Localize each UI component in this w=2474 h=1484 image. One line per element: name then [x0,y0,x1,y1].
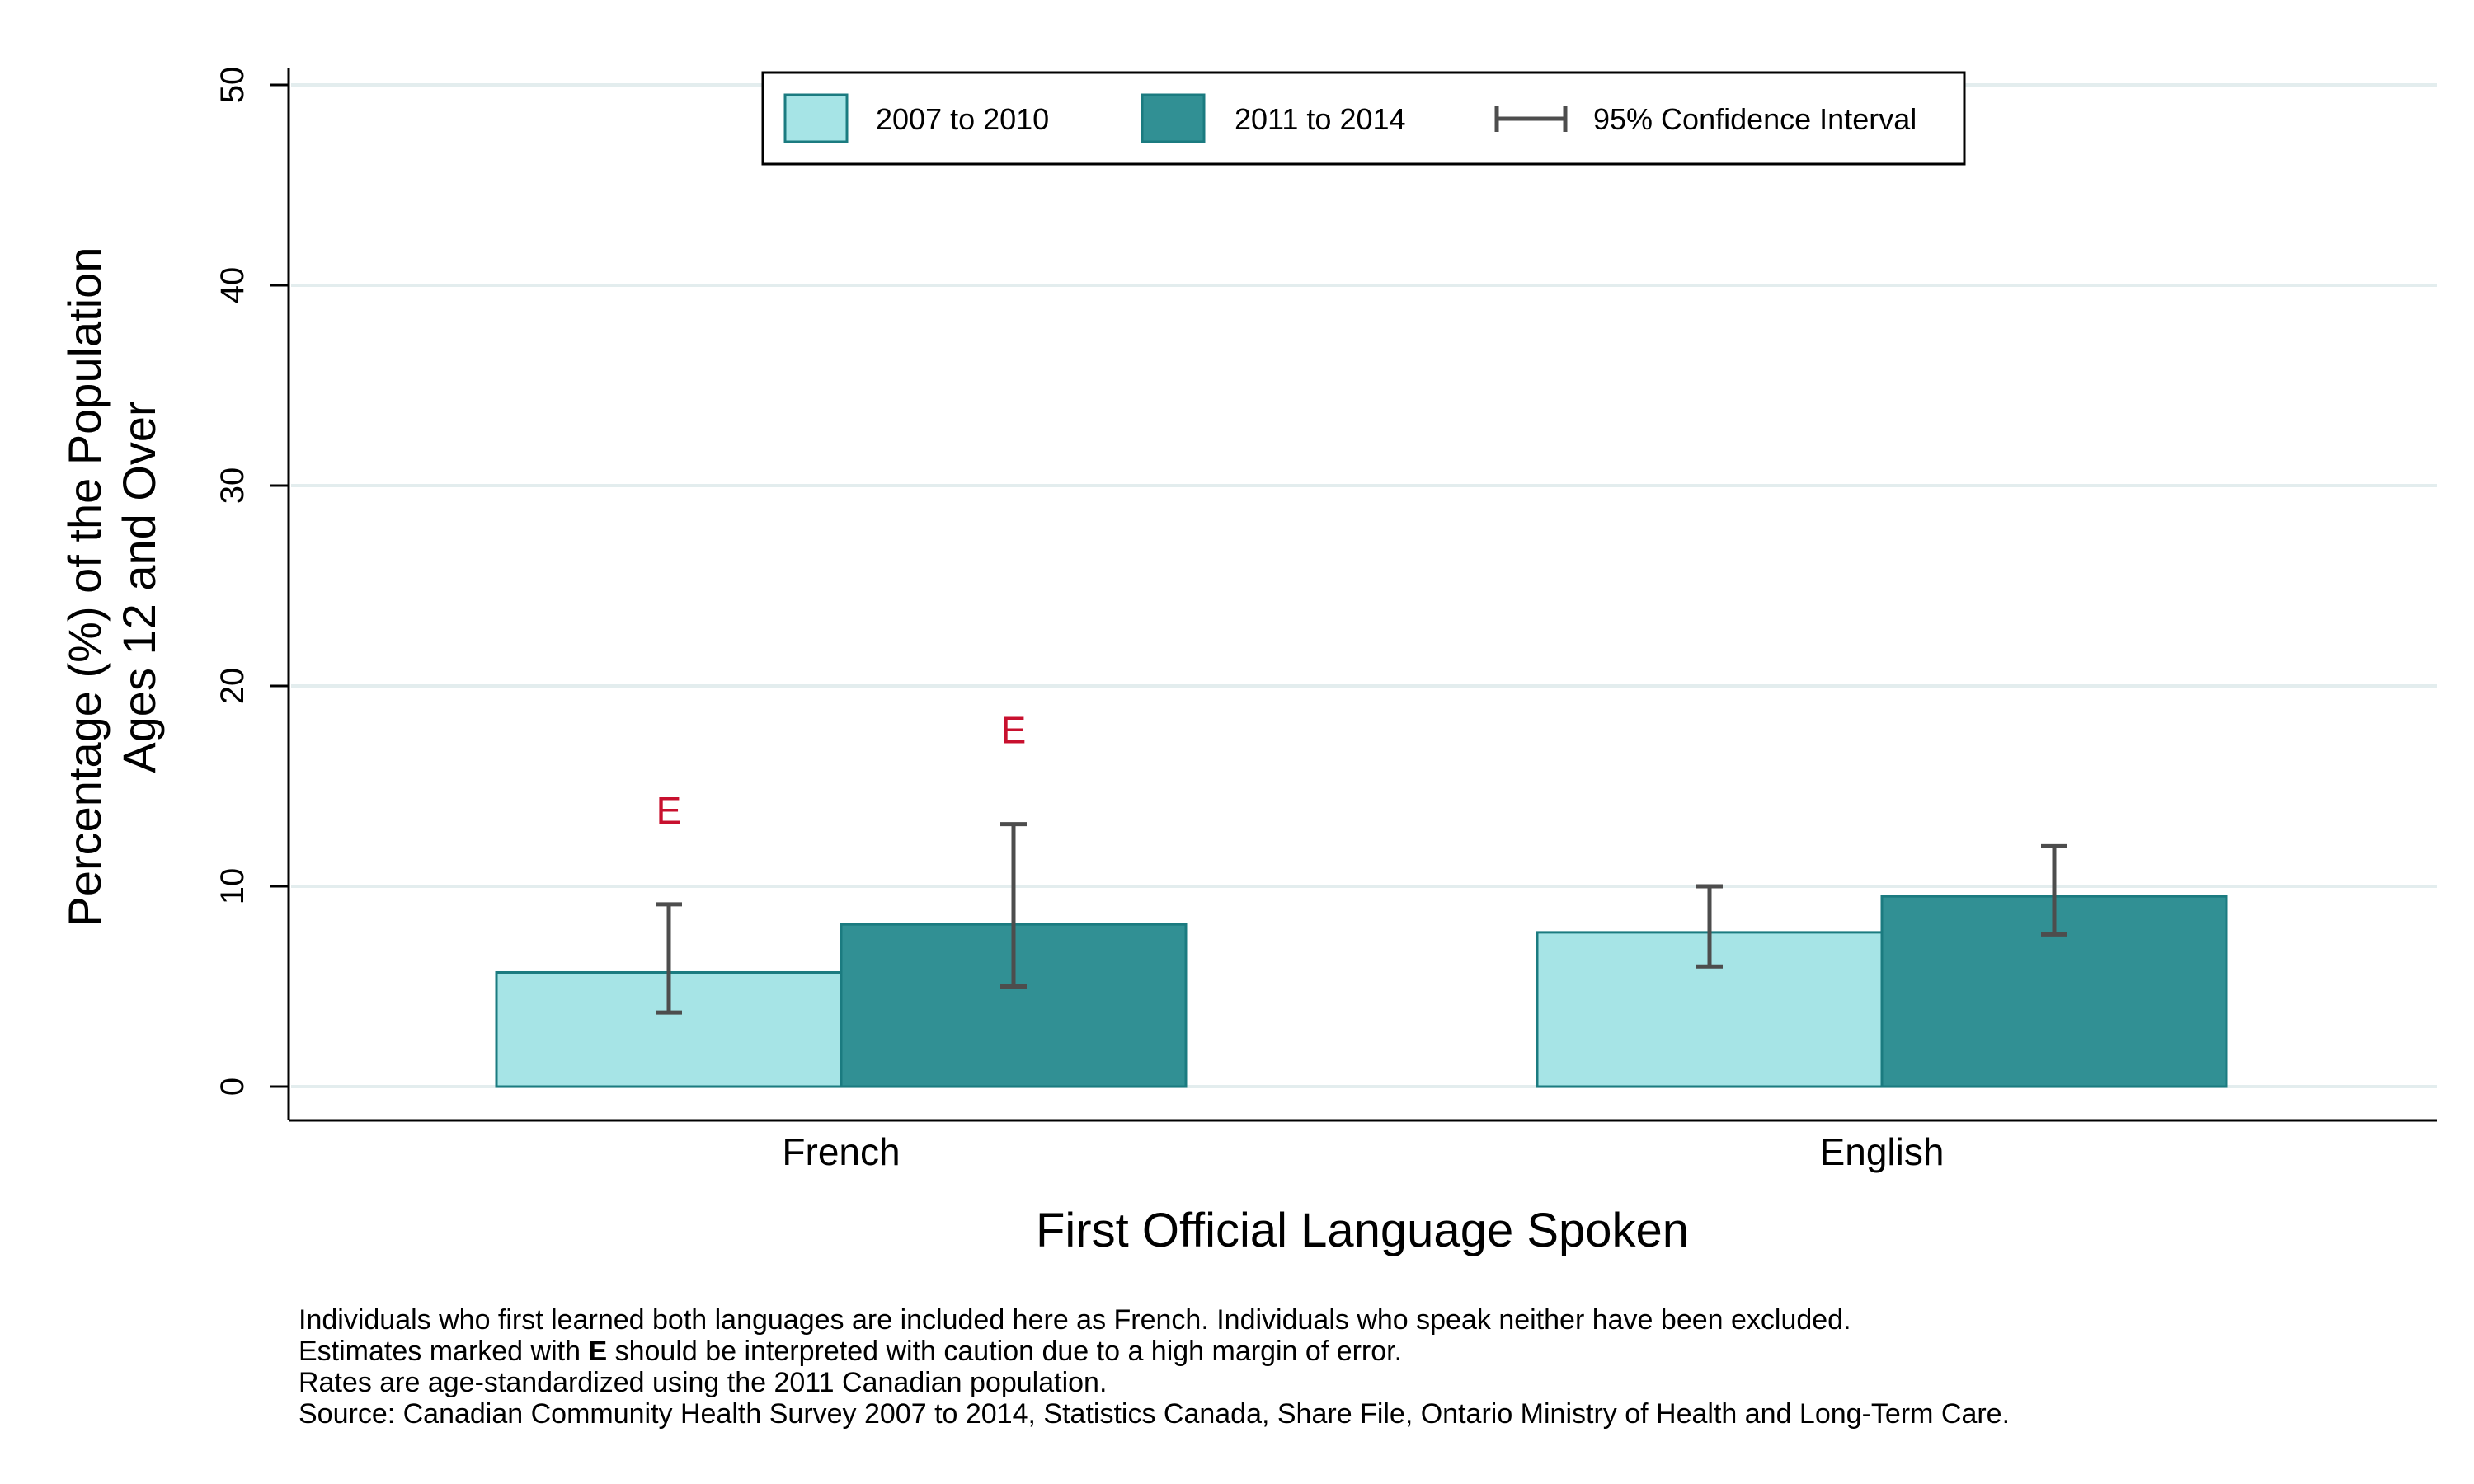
flag-french-1: E [656,789,682,832]
y-axis-title-line1: Percentage (%) of the Population [59,247,111,928]
y-tick-label-10: 10 [214,868,251,905]
flag-french-2: E [1001,709,1027,752]
y-tick-label-0: 0 [214,1078,251,1096]
y-tick-label-50: 50 [214,67,251,104]
note-estimate-caution: Estimates marked with E should be interp… [299,1336,2010,1367]
estimate-flags: EE [656,709,1027,832]
note-source: Source: Canadian Community Health Survey… [299,1398,2011,1430]
confidence-intervals [656,822,2067,1015]
note-estimate-caution-before: Estimates marked with [299,1336,589,1367]
y-tick-label-40: 40 [214,267,251,304]
note-language-definition: Individuals who first learned both langu… [299,1304,1851,1336]
note-age-standardization: Rates are age-standardized using the 201… [299,1367,1108,1398]
bars [495,895,2228,1088]
legend: 2007 to 2010 2011 to 2014 95% Confidence I… [761,71,1966,166]
x-axis-title: First Official Language Spoken [1036,1204,1689,1257]
note-estimate-caution-after: should be interpreted with caution due t… [607,1336,1403,1367]
chart-notes: Individuals who first learned both langu… [299,1304,2010,1430]
legend-label-ci: 95% Confidence Interval [1593,102,1917,136]
x-tick-label-english: English [1820,1130,1945,1173]
legend-swatch-1 [783,93,849,143]
legend-swatch-2 [1141,93,1206,143]
axes: 0 10 20 30 40 50 Percentage (%) of the Populat… [59,67,2437,1257]
note-estimate-flag: E [588,1336,608,1367]
x-tick-label-french: French [782,1130,900,1173]
legend-label-2: 2011 to 2014 [1235,102,1406,136]
y-tick-label-30: 30 [214,467,251,505]
legend-label-1: 2007 to 2010 [876,102,1049,136]
y-axis-title-line2: Ages 12 and Over [113,401,165,773]
y-tick-label-20: 20 [214,668,251,705]
legend-box [761,71,1966,166]
